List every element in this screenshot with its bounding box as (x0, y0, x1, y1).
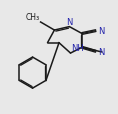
Text: N: N (66, 18, 73, 27)
Text: CH₃: CH₃ (25, 13, 39, 22)
Text: N: N (98, 27, 104, 36)
Text: N: N (98, 47, 104, 56)
Text: NH: NH (71, 44, 84, 53)
